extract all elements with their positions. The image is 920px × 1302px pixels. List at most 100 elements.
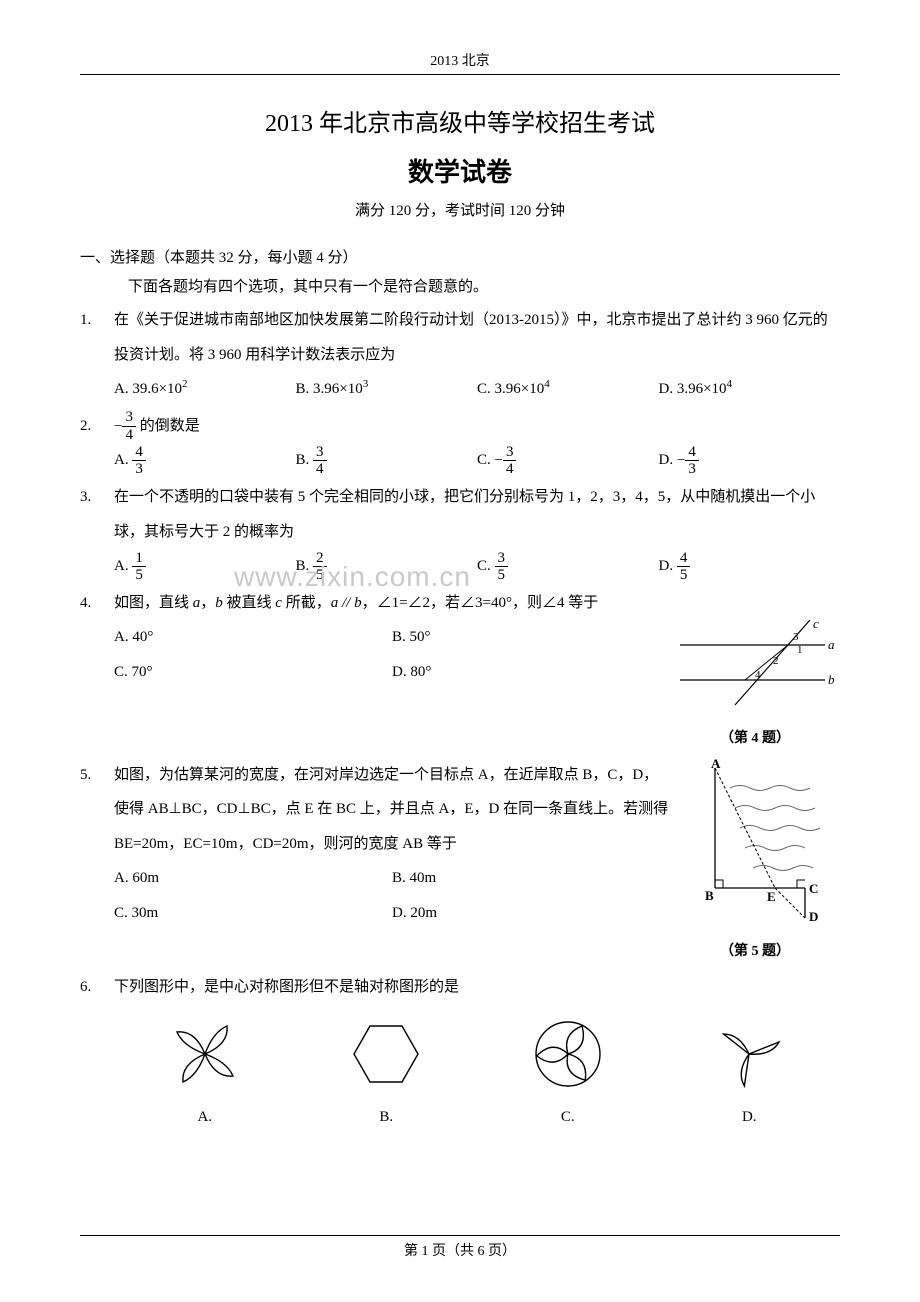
q4-option-c: C. 70°	[114, 655, 392, 690]
svg-text:c: c	[813, 620, 819, 631]
q6-label-d: D.	[742, 1109, 757, 1125]
q4-option-b: B. 50°	[392, 620, 670, 655]
q1-option-b: B. 3.96×103	[296, 372, 478, 407]
question-1-options: A. 39.6×102 B. 3.96×103 C. 3.96×104 D. 3…	[114, 372, 840, 407]
question-4: 4. 如图，直线 a，b 被直线 c 所截，a // b，∠1=∠2，若∠3=4…	[80, 586, 840, 756]
q2-a-num: 4	[132, 444, 146, 462]
q3-a-label: A.	[114, 558, 132, 574]
svg-text:2: 2	[773, 655, 779, 667]
q2-d-label: D.	[659, 452, 677, 468]
q3-c-den: 5	[495, 567, 509, 584]
svg-text:a: a	[828, 637, 835, 652]
q2-option-b: B. 34	[296, 443, 478, 478]
q1-d-text: D. 3.96×10	[659, 381, 727, 397]
q4-figure-svg: a b c 1 2 3 4	[675, 620, 835, 710]
q3-d-num: 4	[677, 550, 691, 568]
svg-text:A: A	[711, 758, 721, 771]
q1-option-d: D. 3.96×104	[659, 372, 841, 407]
q1-c-text: C. 3.96×10	[477, 381, 544, 397]
question-6-figures: A. B.	[114, 1014, 840, 1135]
q2-option-a: A. 43	[114, 443, 296, 478]
question-6: 6. 下列图形中，是中心对称图形但不是轴对称图形的是 A.	[80, 970, 840, 1135]
q3-c-num: 3	[495, 550, 509, 568]
q2-b-label: B.	[296, 452, 314, 468]
q3-a-frac: 15	[132, 550, 146, 584]
q1-b-sup: 3	[363, 378, 369, 390]
question-2: 2. −34 的倒数是 A. 43 B. 34 C. −34 D. −43	[80, 409, 840, 479]
q2-d-frac: 43	[685, 444, 699, 478]
q2-a-frac: 43	[132, 444, 146, 478]
question-2-options: A. 43 B. 34 C. −34 D. −43	[114, 443, 840, 478]
svg-text:E: E	[767, 889, 776, 904]
q2-a-den: 3	[132, 461, 146, 478]
question-1: 1. 在《关于促进城市南部地区加快发展第二阶段行动计划（2013-2015）》中…	[80, 303, 840, 407]
q3-b-den: 5	[313, 567, 327, 584]
q4-figure-caption: （第 4 题）	[670, 723, 840, 755]
q5-option-d: D. 20m	[392, 896, 670, 931]
question-4-options-row1: A. 40° B. 50°	[114, 620, 670, 655]
q2-d-num: 4	[685, 444, 699, 462]
q1-option-c: C. 3.96×104	[477, 372, 659, 407]
q2-a-label: A.	[114, 452, 132, 468]
q5-option-c: C. 30m	[114, 896, 392, 931]
q2-c-den: 4	[503, 461, 517, 478]
q6-figure-a: A.	[118, 1014, 292, 1135]
question-5-options-row1: A. 60m B. 40m	[114, 861, 670, 896]
page-footer: 第 1 页（共 6 页）	[80, 1235, 840, 1260]
header-rule	[80, 74, 840, 75]
q3-option-a: A. 15	[114, 549, 296, 584]
q5-option-a: A. 60m	[114, 861, 392, 896]
footer-rule	[80, 1235, 840, 1236]
question-5-options-row2: C. 30m D. 20m	[114, 896, 670, 931]
q4-var-b: b	[215, 595, 223, 611]
q3-d-den: 5	[677, 567, 691, 584]
q2-d-den: 3	[685, 461, 699, 478]
section-1-heading-b: 下面各题均有四个选项，其中只有一个是符合题意的。	[80, 273, 840, 302]
question-4-number: 4.	[80, 586, 114, 756]
q4-option-a: A. 40°	[114, 620, 392, 655]
q3-c-frac: 35	[495, 550, 509, 584]
q2-option-d: D. −43	[659, 443, 841, 478]
q2-stem-num: 3	[122, 409, 136, 427]
q3-option-b: B. 25	[296, 549, 478, 584]
section-1-heading-a: 一、选择题（本题共 32 分，每小题 4 分）	[80, 250, 358, 266]
q3-b-frac: 25	[313, 550, 327, 584]
question-1-number: 1.	[80, 303, 114, 407]
question-5: 5. 如图，为估算某河的宽度，在河对岸边选定一个目标点 A，在近岸取点 B，C，…	[80, 758, 840, 968]
q2-stem-post: 的倒数是	[136, 418, 200, 434]
q2-c-label: C.	[477, 452, 495, 468]
question-3-number: 3.	[80, 480, 114, 584]
q4-stem-e: ，∠1=∠2，若∠3=40°，则∠4 等于	[362, 595, 599, 611]
q2-b-den: 4	[313, 461, 327, 478]
q3-d-label: D.	[659, 558, 677, 574]
q1-c-sup: 4	[544, 378, 550, 390]
q1-b-text: B. 3.96×10	[296, 381, 363, 397]
q2-c-neg: −	[495, 453, 503, 469]
q4-stem-c: 被直线	[223, 595, 276, 611]
question-3-stem: 在一个不透明的口袋中装有 5 个完全相同的小球，把它们分别标号为 1，2，3，4…	[114, 480, 840, 549]
q2-c-num: 3	[503, 444, 517, 462]
q2-d-neg: −	[677, 453, 685, 469]
q3-a-num: 1	[132, 550, 146, 568]
q4-par: a // b	[331, 595, 362, 611]
question-4-figure: a b c 1 2 3 4 （第 4 题）	[670, 620, 840, 755]
q6-figure-d: D.	[662, 1014, 836, 1135]
q2-stem-den: 4	[122, 427, 136, 444]
q4-option-d: D. 80°	[392, 655, 670, 690]
question-5-stem: 如图，为估算某河的宽度，在河对岸边选定一个目标点 A，在近岸取点 B，C，D，使…	[114, 758, 670, 862]
q6-figure-b: B.	[299, 1014, 473, 1135]
question-4-stem: 如图，直线 a，b 被直线 c 所截，a // b，∠1=∠2，若∠3=40°，…	[114, 586, 840, 621]
q1-d-sup: 4	[727, 378, 733, 390]
section-1-heading: 一、选择题（本题共 32 分，每小题 4 分） 下面各题均有四个选项，其中只有一…	[80, 244, 840, 301]
question-2-stem: −34 的倒数是	[114, 409, 840, 444]
q3-b-label: B.	[296, 558, 314, 574]
svg-text:C: C	[809, 881, 818, 896]
q5-figure-caption: （第 5 题）	[670, 936, 840, 968]
question-5-number: 5.	[80, 758, 114, 968]
page-number: 第 1 页（共 6 页）	[404, 1244, 516, 1259]
q2-b-frac: 34	[313, 444, 327, 478]
q2-stem-neg: −	[114, 418, 122, 434]
q6-figure-c: C.	[481, 1014, 655, 1135]
svg-text:B: B	[705, 888, 714, 903]
question-3: 3. 在一个不透明的口袋中装有 5 个完全相同的小球，把它们分别标号为 1，2，…	[80, 480, 840, 584]
